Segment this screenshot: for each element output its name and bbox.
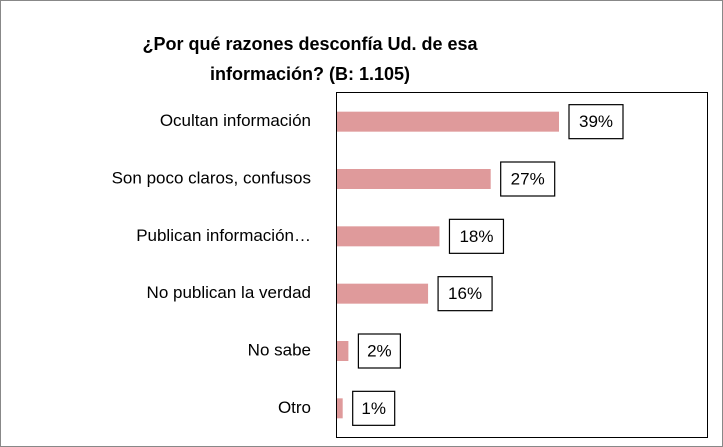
bar (337, 169, 491, 189)
data-label: 1% (361, 399, 386, 418)
data-label: 27% (511, 169, 545, 188)
data-label-box (568, 104, 624, 140)
data-label: 18% (459, 227, 493, 246)
bar (337, 341, 349, 361)
y-tick-label: Ocultan información (160, 111, 311, 130)
data-label-box (500, 161, 556, 197)
data-label: 2% (367, 341, 392, 360)
y-tick-label: Otro (278, 398, 311, 417)
data-label-box (437, 276, 493, 312)
data-label-box (352, 390, 396, 426)
y-tick-label: Son poco claros, confusos (112, 168, 311, 187)
data-label-box (357, 333, 401, 369)
y-tick-label: No publican la verdad (147, 283, 311, 302)
data-label-box (448, 218, 505, 254)
data-label: 39% (579, 112, 613, 131)
bar (337, 111, 559, 132)
data-label: 16% (448, 284, 482, 303)
bar (337, 283, 429, 304)
bar (337, 226, 440, 247)
y-tick-label: Publican información… (136, 226, 311, 245)
chart-title: ¿Por qué razones desconfía Ud. de esa (142, 34, 478, 54)
chart-title: información? (B: 1.105) (210, 64, 410, 84)
bar (337, 398, 343, 419)
plot-area (336, 92, 708, 438)
y-tick-label: No sabe (248, 340, 311, 359)
